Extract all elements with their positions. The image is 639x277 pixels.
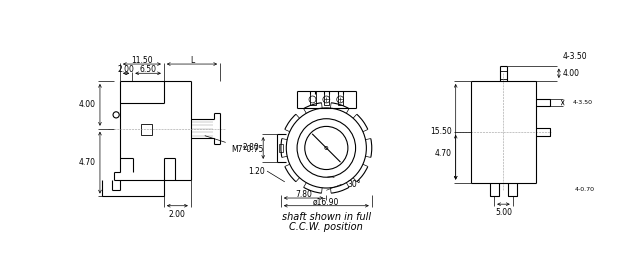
Text: 4-3.50: 4-3.50 (563, 52, 587, 61)
Text: 4.00: 4.00 (563, 69, 580, 78)
Text: 4.70: 4.70 (435, 149, 452, 158)
Bar (508, 183, 518, 196)
Bar (535, 99, 550, 106)
Text: 4.00: 4.00 (79, 100, 96, 109)
Text: 4.70: 4.70 (79, 158, 96, 167)
Text: 2.00: 2.00 (118, 65, 135, 74)
Text: 6.50: 6.50 (139, 65, 157, 74)
Text: 2.00: 2.00 (169, 210, 186, 219)
Bar (500, 71, 507, 79)
Text: 1.20: 1.20 (248, 166, 265, 176)
Bar (338, 91, 343, 105)
Text: C.C.W. position: C.C.W. position (289, 222, 363, 232)
Text: ø16.90: ø16.90 (313, 198, 339, 206)
Text: 5.00: 5.00 (495, 208, 512, 217)
Bar (535, 128, 550, 136)
Text: 4-3.50: 4-3.50 (573, 100, 593, 105)
Text: L: L (190, 56, 194, 65)
Text: 7.80: 7.80 (295, 190, 312, 199)
Text: 4-0.70: 4-0.70 (575, 187, 595, 192)
Bar (489, 183, 499, 196)
Text: 2.80: 2.80 (243, 143, 259, 152)
Text: shaft shown in full: shaft shown in full (282, 212, 371, 222)
Text: 30°: 30° (348, 180, 362, 189)
Bar (141, 124, 151, 135)
Bar (279, 144, 283, 152)
Bar (310, 91, 316, 105)
Text: 15.50: 15.50 (430, 127, 452, 136)
Text: M7*0.75: M7*0.75 (205, 136, 263, 154)
Bar (324, 91, 330, 105)
Text: 11.50: 11.50 (131, 56, 153, 65)
